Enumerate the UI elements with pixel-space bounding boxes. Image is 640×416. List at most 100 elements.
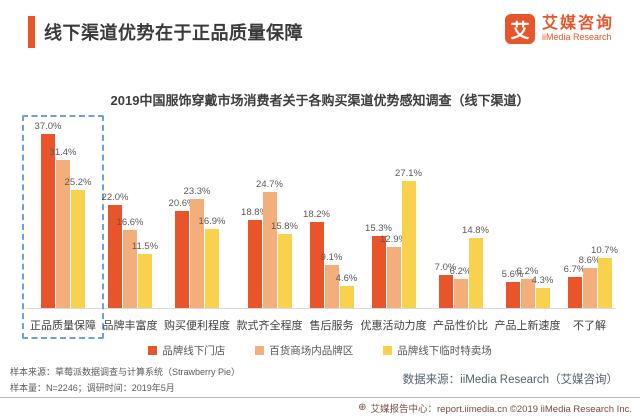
bar-group: 6.7% 8.6% 10.7% 不了解 — [564, 118, 618, 333]
bar-value-label: 7.0% — [434, 262, 457, 274]
bar-slot: 16.9% — [199, 118, 225, 308]
bar-slot: 22.0% — [102, 118, 128, 308]
bar — [108, 204, 122, 308]
bar — [309, 222, 324, 308]
bar-slot: 31.4% — [50, 118, 76, 308]
legend-item: 品牌线下门店 — [148, 343, 225, 358]
bar-cluster: 6.7% 8.6% 10.7% — [564, 118, 618, 308]
bar-value-label: 15.3% — [365, 223, 392, 235]
bar — [324, 265, 339, 308]
bar — [339, 286, 354, 308]
bar-slot: 6.2% — [517, 118, 538, 308]
bar — [582, 267, 597, 308]
bar-value-label: 8.6% — [578, 254, 601, 266]
bar-value-label: 24.7% — [256, 178, 283, 190]
bar-value-label: 4.3% — [531, 274, 554, 286]
bar-value-label: 6.2% — [516, 265, 539, 277]
report-center-icon: ⊕ — [358, 402, 367, 413]
legend-item: 百货商场内品牌区 — [255, 343, 353, 358]
sample-footnotes: 样本来源：草莓派数据调查与计算系统（Strawberry Pie） 样本量：N=… — [10, 364, 240, 396]
bar-slot: 8.6% — [579, 118, 600, 308]
footer-divider — [0, 397, 640, 398]
bar — [56, 160, 70, 308]
legend-swatch-icon — [148, 346, 158, 355]
bar-value-label: 6.7% — [563, 263, 586, 275]
bar-slot: 6.7% — [564, 118, 585, 308]
bar — [453, 278, 468, 308]
logo-text: 艾媒咨询 iiMedia Research — [542, 15, 614, 43]
bar-slot: 18.2% — [303, 118, 330, 308]
bar-group: 18.8% 24.7% 15.8% 款式齐全程度 — [237, 118, 303, 333]
bar-value-label: 16.6% — [116, 216, 144, 228]
bar-value-label: 11.5% — [131, 240, 159, 252]
bar-chart: 37.0% 31.4% 25.2% 正品质量保障 22.0% 16.6% 11.5% 品牌丰富… — [22, 115, 618, 339]
sample-source-note: 样本来源：草莓派数据调查与计算系统（Strawberry Pie） — [10, 367, 241, 377]
bar-slot: 16.6% — [117, 118, 143, 308]
bar-cluster: 7.0% 6.2% 14.8% — [435, 118, 489, 308]
bar — [123, 229, 137, 308]
bar — [138, 253, 152, 308]
category-label: 产品上新速度 — [494, 320, 561, 332]
bar-cluster: 20.6% 23.3% 16.9% — [169, 118, 225, 308]
bar-slot: 20.6% — [169, 118, 195, 308]
bar — [175, 211, 189, 308]
legend-item: 品牌线下临时特卖场 — [383, 343, 492, 358]
bar-value-label: 4.6% — [335, 273, 358, 285]
data-source-note: 数据来源：iiMedia Research（艾媒咨询） — [402, 374, 618, 386]
bar — [438, 275, 453, 308]
bar — [371, 236, 386, 308]
category-label: 产品性价比 — [433, 320, 488, 332]
bar-slot: 37.0% — [35, 118, 61, 308]
bar-value-label: 10.7% — [591, 244, 618, 256]
bar-slot: 14.8% — [462, 118, 489, 308]
iimedia-logo-icon: 艾 — [504, 14, 535, 44]
bar — [597, 257, 612, 308]
legend-label: 品牌线下临时特卖场 — [397, 345, 492, 357]
bar — [535, 287, 550, 308]
bar-slot: 4.3% — [532, 118, 553, 308]
bar-slot: 23.3% — [184, 118, 210, 308]
sample-size-note: 样本量：N=2246；调研时间：2019年5月 — [10, 383, 175, 394]
bar-value-label: 18.2% — [303, 209, 330, 221]
bar-slot: 7.0% — [435, 118, 456, 308]
bar-value-label: 37.0% — [34, 121, 62, 133]
bar-cluster: 15.3% 12.9% 27.1% — [365, 118, 422, 308]
bar-value-label: 14.8% — [462, 225, 489, 237]
bar-slot: 9.1% — [321, 118, 342, 308]
bar-group: 20.6% 23.3% 16.9% 购买便利程度 — [164, 118, 230, 333]
x-axis-line — [26, 308, 616, 309]
chart-title: 2019中国服饰穿戴市场消费者关于各购买渠道优势感知调查（线下渠道） — [110, 93, 530, 108]
bar-value-label: 16.9% — [198, 215, 226, 227]
bar-slot: 5.6% — [502, 118, 523, 308]
bar-value-label: 18.8% — [241, 206, 268, 218]
bar-value-label: 6.2% — [449, 265, 472, 277]
legend-swatch-icon — [383, 346, 393, 355]
logo-name-cn: 艾媒咨询 — [541, 14, 614, 32]
bar-group: 37.0% 31.4% 25.2% 正品质量保障 — [22, 115, 104, 339]
bar-slot: 18.8% — [241, 118, 268, 308]
bar-slot: 15.8% — [271, 118, 298, 308]
chart-legend: 品牌线下门店 百货商场内品牌区 品牌线下临时特卖场 — [0, 343, 640, 358]
bar-cluster: 22.0% 16.6% 11.5% — [102, 118, 158, 308]
bar — [71, 189, 85, 308]
bar — [262, 191, 277, 308]
bar — [468, 238, 483, 308]
bar-cluster: 18.8% 24.7% 15.8% — [241, 118, 298, 308]
bar-group: 7.0% 6.2% 14.8% 产品性价比 — [433, 118, 489, 333]
bar-value-label: 9.1% — [320, 252, 343, 264]
bar-value-label: 23.3% — [183, 185, 211, 197]
bar-slot: 4.6% — [336, 118, 357, 308]
bar-cluster: 18.2% 9.1% 4.6% — [303, 118, 357, 308]
bar-slot: 10.7% — [591, 118, 618, 308]
bar — [520, 278, 535, 308]
category-label: 不了解 — [573, 320, 606, 332]
title-accent-bar — [28, 16, 35, 48]
bar-slot: 15.3% — [365, 118, 392, 308]
slide-header: 线下渠道优势在于正品质量保障 — [28, 16, 303, 48]
bar-value-label: 12.9% — [380, 234, 407, 246]
bar — [567, 276, 582, 308]
bar-value-label: 31.4% — [49, 147, 77, 159]
bar-group: 22.0% 16.6% 11.5% 品牌丰富度 — [102, 118, 159, 333]
bar-slot: 11.5% — [132, 118, 158, 308]
